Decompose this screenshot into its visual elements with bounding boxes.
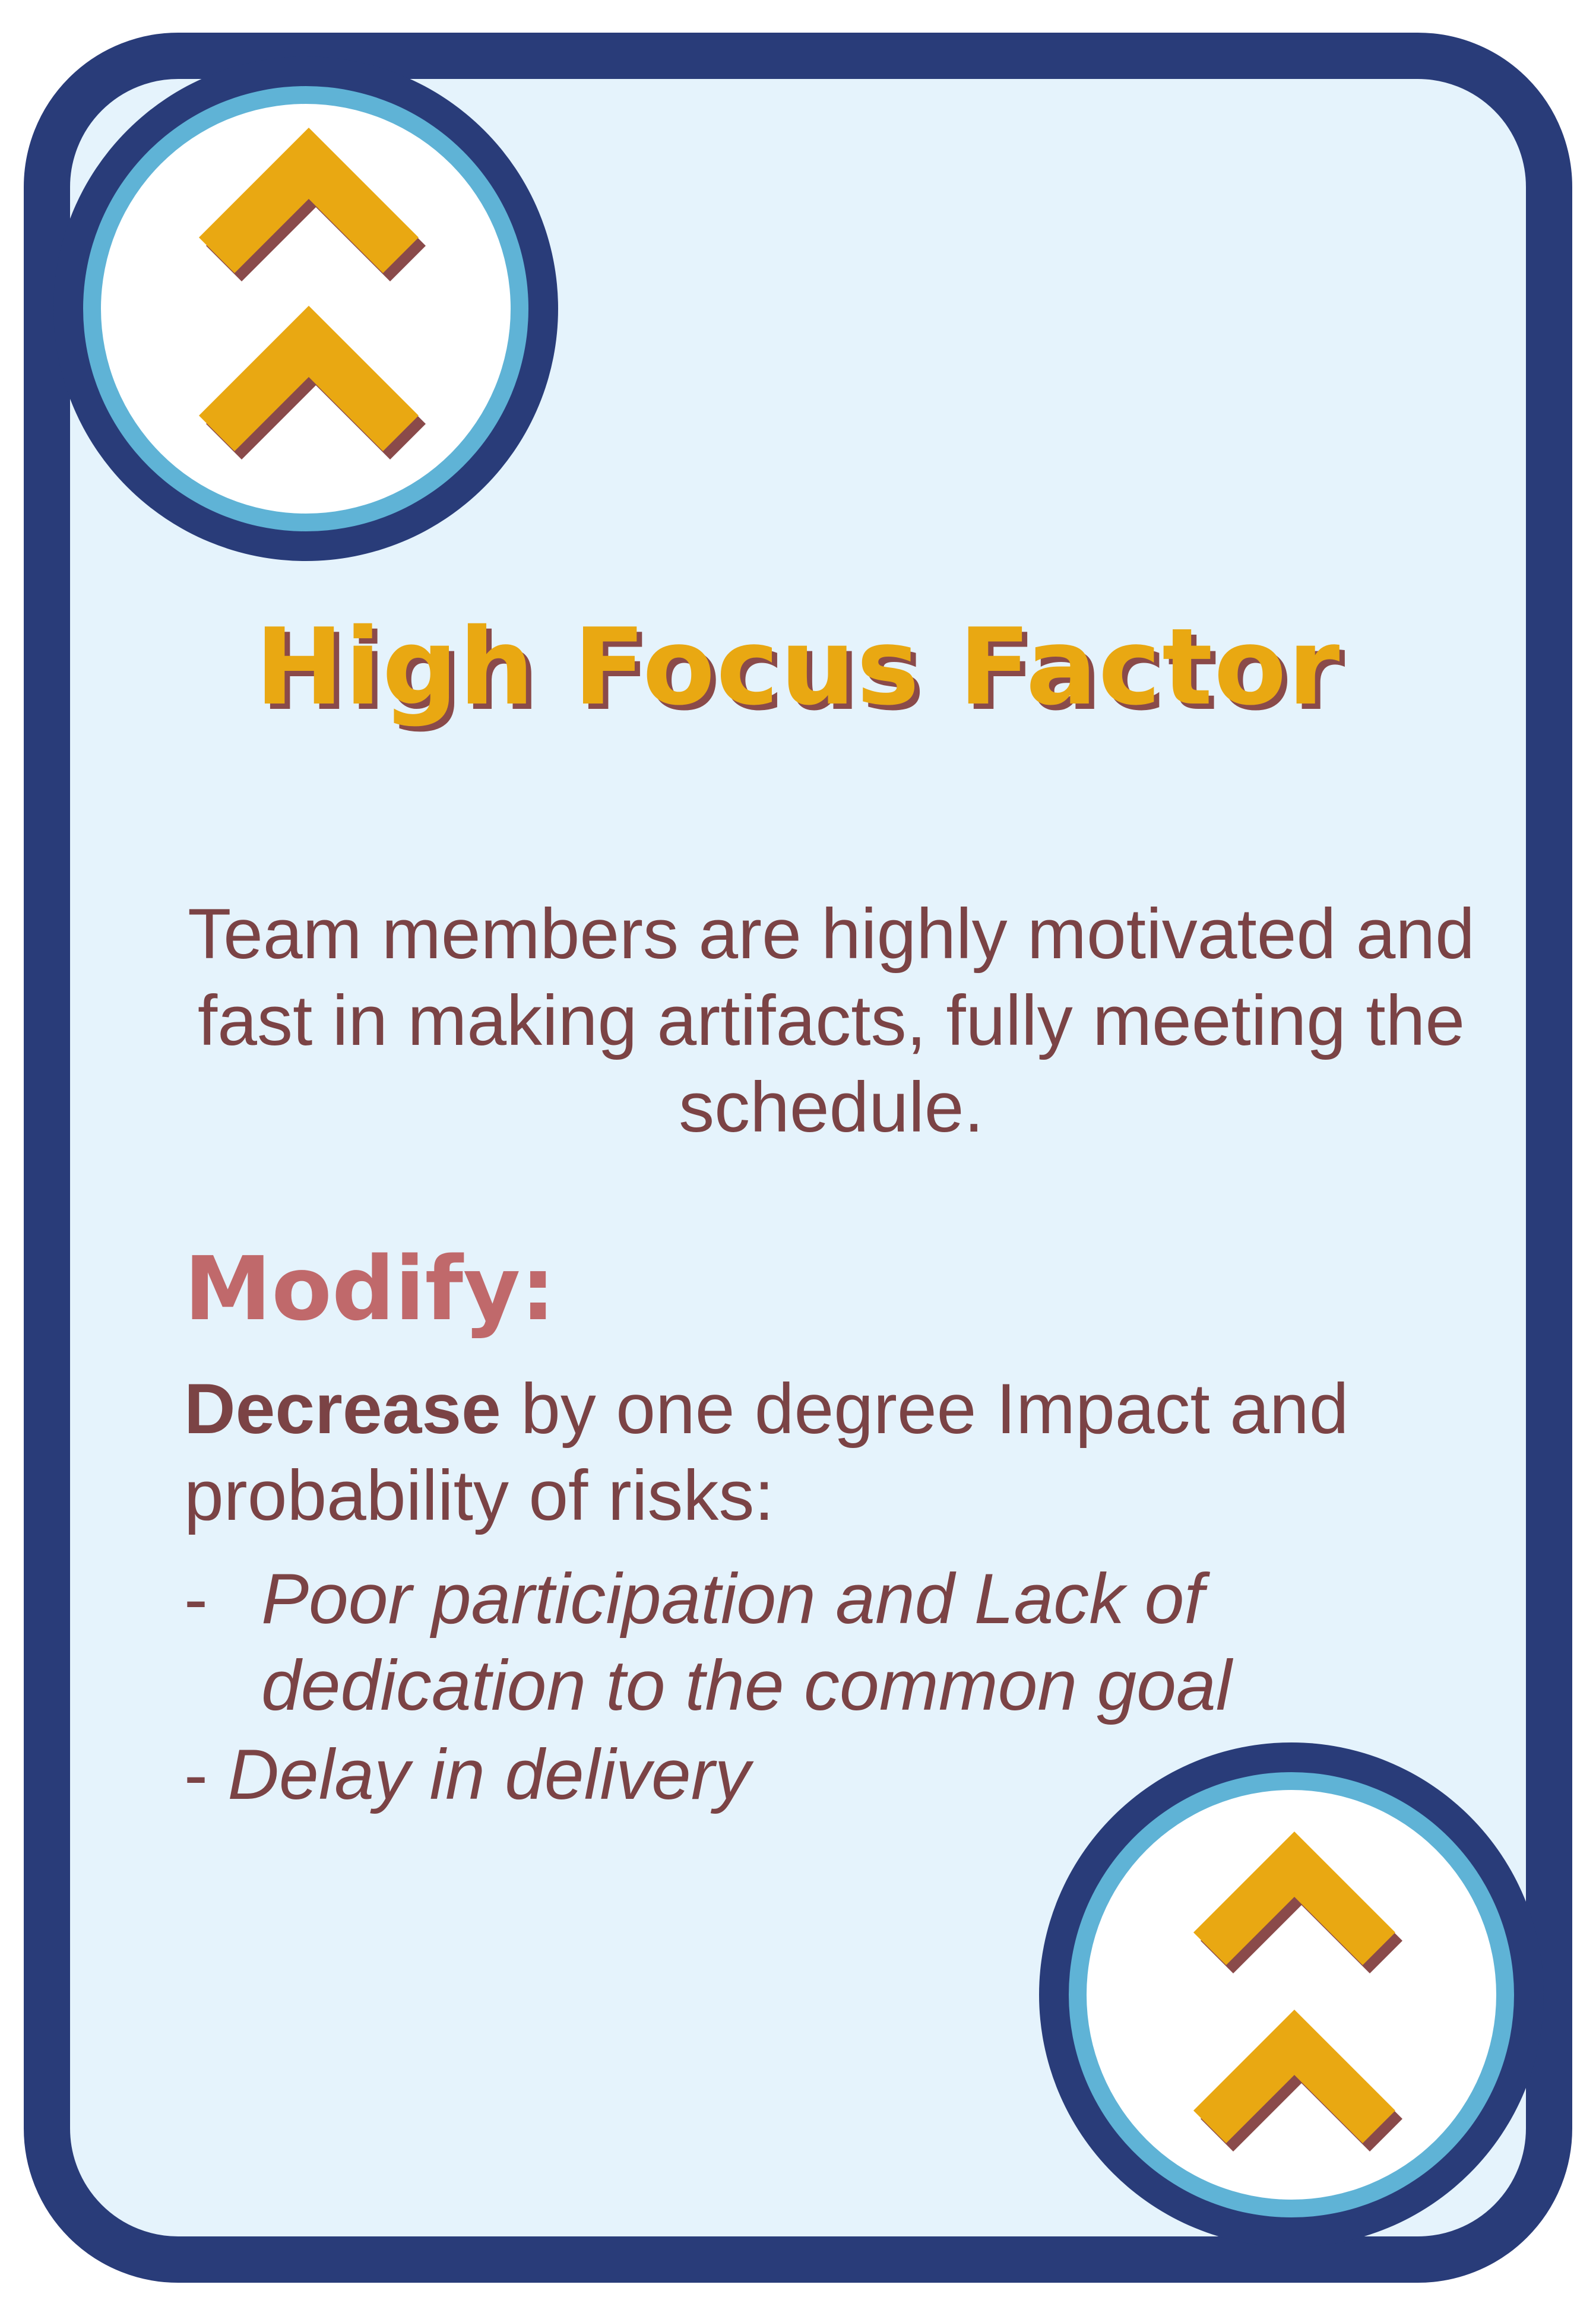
effect-keyword: Decrease xyxy=(184,1369,501,1449)
double-chevron-up-icon xyxy=(1193,1832,1402,2152)
badge-face xyxy=(101,104,511,514)
badge-bottom xyxy=(1039,1742,1544,2247)
card-title: High Focus Factor xyxy=(255,606,1341,728)
list-dash: - xyxy=(184,1735,228,1814)
modify-effect: Decrease by one degree Impact and probab… xyxy=(184,1365,1431,1539)
badge-face xyxy=(1087,1790,1496,2200)
list-item: - Delay in delivery xyxy=(184,1731,1431,1818)
modify-heading: Modify: xyxy=(184,1238,556,1340)
list-dash: - xyxy=(184,1559,208,1639)
badge-ring xyxy=(1069,1772,1514,2217)
badge-top xyxy=(53,56,558,561)
risk-list: - Poor participation and Lack of dedicati… xyxy=(184,1555,1431,1818)
card-description: Team members are highly motivated and fa… xyxy=(188,894,1475,1147)
effect-description: by one degree Impact and probability of … xyxy=(184,1369,1349,1535)
badge-ring xyxy=(83,86,528,531)
risk-label: Poor participation and Lack of dedicatio… xyxy=(261,1559,1232,1725)
risk-label: Delay in delivery xyxy=(227,1735,750,1814)
list-item: - Poor participation and Lack of dedicati… xyxy=(184,1555,1431,1729)
double-chevron-up-icon xyxy=(199,128,426,460)
